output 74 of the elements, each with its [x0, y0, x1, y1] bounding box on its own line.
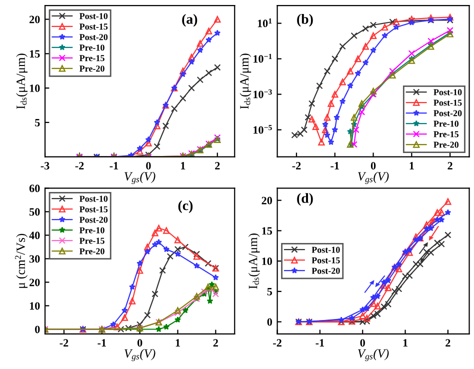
y-axis-title: μ (cm$^{2}$/Vs)	[15, 234, 28, 288]
y-tick-label: 5	[35, 119, 40, 126]
y-tick-label: 40	[29, 232, 40, 240]
x-axis-title: V$_{gs}$(V)	[358, 348, 389, 362]
x-tick-label: 2	[215, 162, 220, 170]
x-tick-label: 2	[446, 339, 450, 347]
legend-label: Post-20	[79, 216, 108, 223]
legend-label: Post-20	[79, 34, 108, 40]
x-tick-label: -2	[75, 162, 84, 170]
x-tick-label: 0	[370, 162, 376, 170]
legend-label: Post-15	[434, 100, 462, 106]
y-tick-label: 0	[267, 318, 272, 326]
x-tick-label: -3	[40, 162, 50, 170]
legend-label: Pre-10	[79, 227, 104, 234]
y-tick-label: 10$^{−3}$	[254, 89, 272, 98]
y-tick-label: 15	[262, 227, 272, 235]
x-tick-label: -1	[330, 162, 339, 170]
legend-label: Pre-20	[79, 248, 104, 254]
x-tick-label: -1	[110, 162, 118, 170]
y-tick-label: 15	[30, 50, 40, 58]
x-tick-label: 1	[410, 162, 414, 170]
y-tick-label: 5	[267, 288, 272, 296]
legend-label: Post-15	[312, 257, 340, 264]
x-tick-label: 2	[448, 162, 452, 170]
legend-label: Post-10	[312, 246, 340, 253]
y-tick-label: 10	[262, 258, 272, 266]
legend-label: Pre-20	[434, 142, 459, 148]
legend-label: Post-15	[79, 24, 108, 30]
annotation: (b)	[297, 14, 313, 27]
legend-label: Pre-15	[434, 131, 459, 138]
legend-label: Post-20	[312, 268, 340, 274]
x-axis-title: V$_{gs}$(V)	[358, 172, 389, 184]
x-tick-label: 0	[137, 339, 142, 347]
y-tick-label: 10$^{−5}$	[254, 124, 272, 134]
annotation: (d)	[297, 193, 313, 206]
y-tick-label: 30	[29, 255, 40, 263]
y-tick-label: 60	[29, 184, 40, 192]
y-axis-title: I$_{ds}$(μA/μm)	[16, 54, 28, 109]
y-tick-label: 10$^{−1}$	[254, 54, 272, 63]
x-tick-label: 0	[146, 162, 151, 170]
x-tick-label: 1	[176, 339, 180, 347]
annotation: (c)	[178, 200, 193, 214]
x-tick-label: -2	[273, 339, 282, 347]
x-tick-label: 1	[181, 162, 186, 170]
legend-label: Post-10	[79, 13, 108, 20]
x-tick-label: 1	[403, 339, 408, 347]
legend-label: Post-10	[434, 89, 462, 96]
annotation: (a)	[182, 14, 198, 27]
y-tick-label: 10$^{1}$	[258, 18, 272, 28]
x-tick-label: -1	[98, 339, 106, 347]
legend-label: Pre-10	[79, 44, 104, 51]
x-tick-label: -1	[316, 339, 324, 347]
y-tick-label: 20	[30, 16, 40, 24]
y-tick-label: 10	[30, 302, 40, 310]
y-axis-title: I$_{ds}$(μA/μm)	[248, 234, 260, 289]
legend-label: Post-10	[79, 196, 108, 202]
y-tick-label: 50	[30, 208, 40, 216]
legend-label: Pre-10	[434, 120, 459, 127]
y-tick-label: 10	[30, 84, 40, 92]
x-tick-label: 2	[213, 339, 218, 347]
x-tick-label: -2	[60, 339, 68, 347]
legend-label: Pre-15	[79, 55, 104, 62]
legend-label: Pre-20	[79, 66, 104, 72]
y-tick-label: 0	[35, 326, 40, 334]
x-tick-label: -2	[292, 162, 301, 170]
x-axis-title: V$_{gs}$(V)	[124, 172, 156, 184]
legend-label: Post-15	[79, 206, 108, 212]
y-tick-label: 20	[262, 196, 272, 204]
y-tick-label: 20	[30, 278, 40, 286]
x-axis-title: V$_{gs}$(V)	[124, 348, 156, 362]
x-tick-label: 0	[360, 339, 365, 347]
legend-label: Post-20	[434, 110, 462, 116]
y-axis-title: I$_{ds}$(μA/μm)	[240, 54, 252, 109]
legend-label: Pre-15	[79, 238, 104, 244]
